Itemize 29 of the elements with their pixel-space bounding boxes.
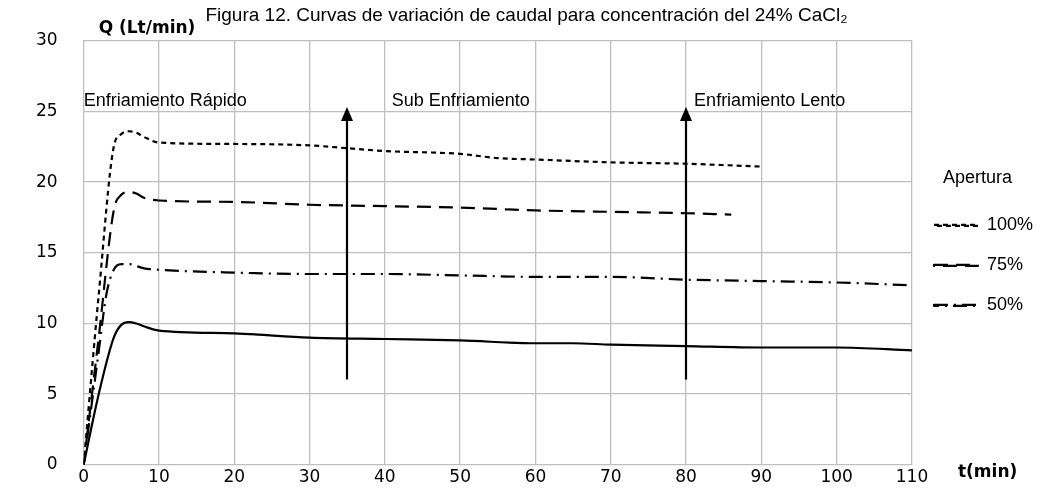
chart-title: Figura 12. Curvas de variación de caudal para concentración del 24% CaCl₂ bbox=[205, 3, 848, 25]
x-tick-label: 80 bbox=[675, 466, 697, 487]
y-tick-label: 20 bbox=[35, 170, 58, 191]
y-tick-label: 10 bbox=[35, 311, 58, 332]
legend-title: Apertura bbox=[942, 166, 1013, 187]
x-tick-label: 60 bbox=[524, 466, 547, 487]
legend-label: 50% bbox=[986, 294, 1023, 315]
y-tick-label: 0 bbox=[46, 453, 58, 474]
x-tick-label: 20 bbox=[223, 466, 246, 487]
x-tick-label: 50 bbox=[449, 466, 471, 487]
legend-label: 75% bbox=[986, 254, 1023, 275]
x-tick-label: 30 bbox=[298, 466, 321, 487]
y-tick-label: 5 bbox=[46, 382, 58, 403]
x-tick-label: 90 bbox=[750, 466, 773, 487]
annotation: Enfriamiento Lento bbox=[694, 90, 846, 111]
x-tick-label: 0 bbox=[78, 466, 90, 487]
y-tick-label: 15 bbox=[35, 241, 58, 262]
x-tick-label: 100 bbox=[820, 466, 853, 487]
annotation: Sub Enfriamiento bbox=[391, 90, 530, 111]
x-tick-label: 110 bbox=[895, 466, 929, 487]
x-axis-title: t(min) bbox=[957, 461, 1018, 482]
y-tick-label: 30 bbox=[35, 29, 58, 50]
x-tick-label: 10 bbox=[148, 466, 170, 487]
x-tick-label: 40 bbox=[374, 466, 396, 487]
y-tick-label: 25 bbox=[35, 99, 58, 120]
annotation: Enfriamiento Rápido bbox=[83, 90, 247, 111]
y-axis-title: Q (Lt/min) bbox=[98, 16, 196, 37]
x-tick-label: 70 bbox=[599, 466, 622, 487]
legend-label: 100% bbox=[986, 214, 1034, 235]
